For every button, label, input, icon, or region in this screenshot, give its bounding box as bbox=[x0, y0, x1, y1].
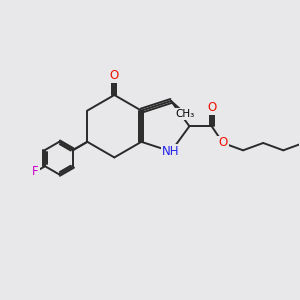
Text: O: O bbox=[218, 136, 228, 149]
Text: F: F bbox=[32, 165, 39, 178]
Text: NH: NH bbox=[162, 145, 180, 158]
Text: O: O bbox=[207, 101, 216, 114]
Text: O: O bbox=[110, 69, 119, 82]
Text: CH₃: CH₃ bbox=[176, 109, 195, 119]
